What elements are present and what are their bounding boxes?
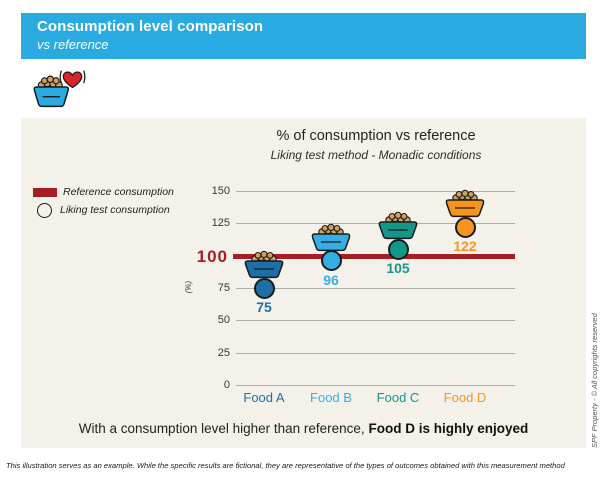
reference-line: [233, 253, 515, 259]
consumption-point: [320, 250, 342, 272]
conclusion-regular: With a consumption level higher than ref…: [78, 421, 369, 436]
consumption-point: [454, 216, 476, 238]
consumption-value-label: 105: [386, 260, 410, 277]
y-tick-label: 150: [211, 185, 230, 197]
conclusion-statement: With a consumption level higher than ref…: [21, 421, 586, 436]
conclusion-bold: Food D is highly enjoyed: [368, 421, 529, 436]
x-axis-label: Food D: [443, 390, 487, 405]
disclaimer-text: This illustration serves as an example. …: [6, 461, 565, 470]
gridline: [236, 385, 515, 386]
gridline: [236, 288, 515, 289]
legend-item-liking: Liking test consumption: [33, 202, 174, 218]
consumption-point: [253, 277, 275, 299]
legend-label: Liking test consumption: [60, 204, 170, 216]
copyright-side-note: SPF Property - © All copyrights reserved: [590, 313, 599, 448]
consumption-point: [387, 238, 409, 260]
y-tick-label: 125: [211, 217, 230, 230]
food-bowl-icon: [307, 221, 355, 253]
reference-value-label: 100: [196, 246, 228, 266]
chart-title: % of consumption vs reference: [276, 128, 476, 144]
y-tick-label: 0: [223, 379, 230, 391]
food-bowl-icon: [374, 209, 422, 241]
page-subtitle: vs reference: [37, 37, 109, 52]
liking-circle-swatch-icon: [37, 202, 52, 218]
legend-label: Reference consumption: [63, 186, 174, 198]
consumption-value-label: 96: [323, 271, 339, 288]
page-title: Consumption level comparison: [37, 18, 264, 35]
gridline: [236, 352, 515, 354]
x-axis-label: Food A: [243, 390, 285, 405]
gridline: [236, 191, 515, 192]
y-tick-label: 75: [217, 282, 230, 294]
gridline: [236, 320, 515, 322]
chart-subtitle: Liking test method - Monadic conditions: [270, 148, 482, 162]
y-tick-label: 50: [217, 314, 230, 327]
chart-legend: Reference consumption Liking test consum…: [33, 184, 174, 220]
consumption-value-label: 122: [453, 238, 477, 255]
legend-item-reference: Reference consumption: [33, 184, 174, 200]
reference-line-swatch-icon: [33, 187, 57, 197]
y-tick-label: 25: [217, 346, 230, 359]
food-bowl-heart-icon: [30, 63, 88, 118]
x-axis-label: Food C: [376, 390, 420, 405]
chart-panel: % of consumption vs reference Liking tes…: [21, 118, 586, 448]
food-bowl-icon: [441, 187, 489, 219]
header-banner: Consumption level comparison vs referenc…: [21, 13, 586, 59]
gridline: [236, 223, 515, 225]
consumption-value-label: 75: [256, 299, 272, 315]
x-axis-label: Food B: [310, 390, 352, 405]
food-bowl-icon: [240, 248, 288, 280]
